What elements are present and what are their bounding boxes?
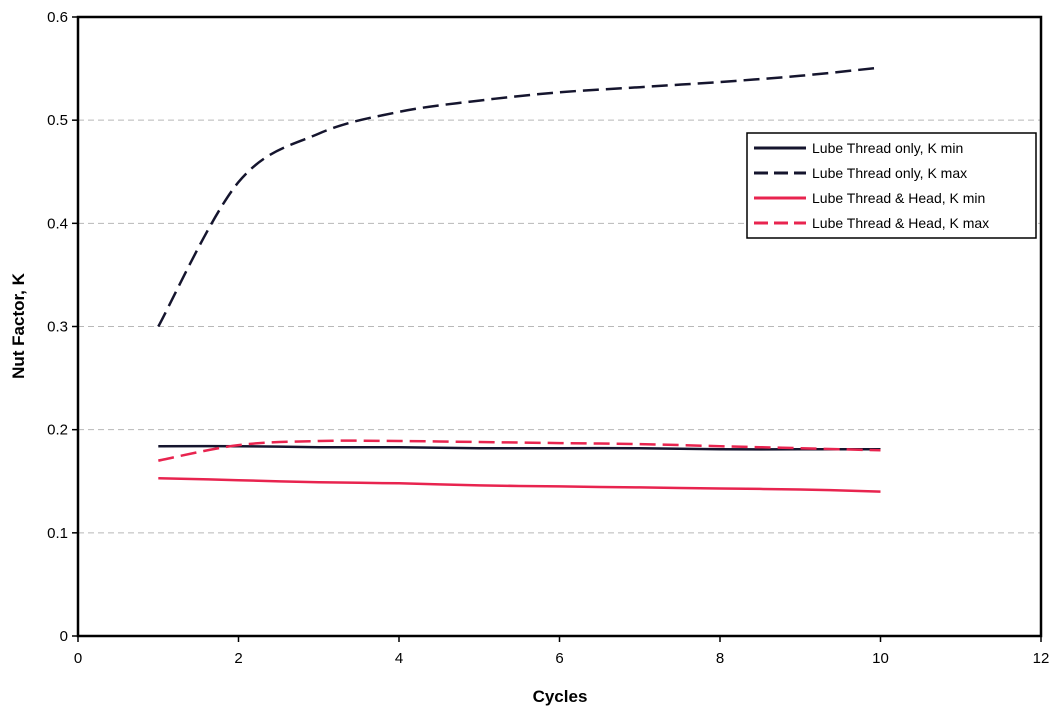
series-line-thread-only-kmax: [157, 66, 881, 328]
y-tick-label: 0.2: [47, 422, 68, 439]
y-tick-label: 0: [60, 628, 68, 645]
x-tick-label: 4: [395, 650, 403, 667]
series-line-thread-head-kmax: [158, 439, 881, 462]
y-axis-title: Nut Factor, K: [9, 272, 28, 379]
legend-box: [746, 132, 1037, 239]
y-tick-label: 0.3: [47, 319, 68, 336]
y-tick-label: 0.5: [47, 112, 68, 129]
x-tick-label: 10: [872, 650, 889, 667]
series-lines: [157, 66, 881, 493]
x-tick-label: 2: [234, 650, 242, 667]
y-tick-label: 0.1: [47, 525, 68, 542]
y-tick-label: 0.6: [47, 9, 68, 26]
series-line-thread-only-kmin: [158, 444, 881, 451]
legend-label-thread-only-kmin: Lube Thread only, K min: [812, 140, 963, 156]
series-line-thread-head-kmin: [158, 476, 881, 493]
y-tick-label: 0.4: [47, 215, 68, 232]
x-axis-title: Cycles: [533, 687, 588, 706]
legend: Lube Thread only, K min Lube Thread only,…: [746, 132, 1037, 239]
legend-label-thread-head-kmin: Lube Thread & Head, K min: [812, 190, 985, 206]
y-axis-ticks: 0 0.1 0.2 0.3 0.4 0.5 0.6: [47, 9, 78, 645]
x-tick-label: 6: [555, 650, 563, 667]
legend-label-thread-head-kmax: Lube Thread & Head, K max: [812, 215, 989, 231]
x-axis-ticks: 0 2 4 6 8 10 12: [74, 636, 1050, 667]
x-tick-label: 12: [1033, 650, 1050, 667]
x-tick-label: 8: [716, 650, 724, 667]
legend-label-thread-only-kmax: Lube Thread only, K max: [812, 165, 967, 181]
x-tick-label: 0: [74, 650, 82, 667]
